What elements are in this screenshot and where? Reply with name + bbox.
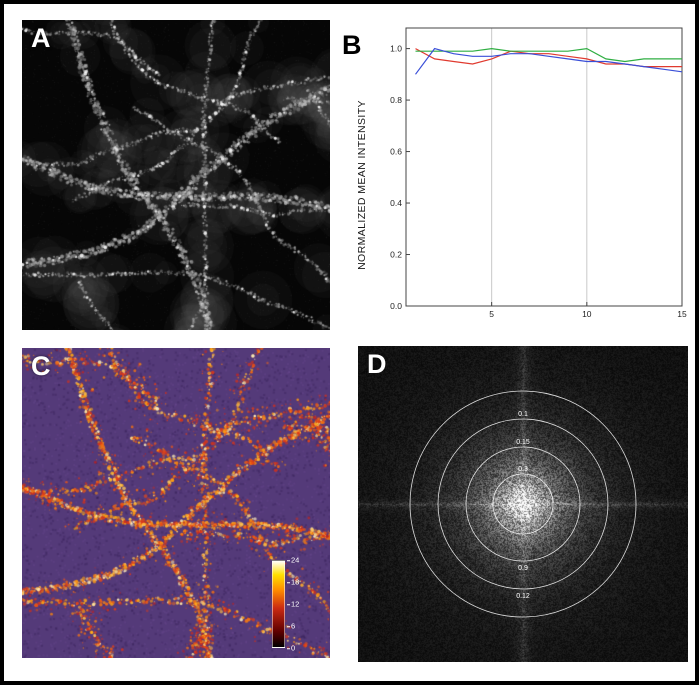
ring-label: 0.9 xyxy=(518,565,528,572)
y-axis-label: NORMALIZED MEAN INTENSITY xyxy=(356,99,368,270)
y-tick-label: 0.6 xyxy=(390,147,402,157)
panel-d: 0.1 0.12 0.15 0.9 0.3 D xyxy=(358,346,688,662)
panel-d-label: D xyxy=(367,349,387,379)
colorbar-tick-label: 6 xyxy=(287,622,295,630)
fft-power-spectrum-image xyxy=(358,346,688,662)
panel-c-label: C xyxy=(31,351,51,381)
colorbar-tick-labels: 24 18 12 6 0 xyxy=(287,556,313,651)
ring-label: 0.3 xyxy=(518,466,528,473)
y-tick-label: 0.0 xyxy=(390,301,402,311)
colorbar: 24 18 12 6 0 xyxy=(272,556,316,652)
fluorescence-microscopy-image xyxy=(22,20,330,330)
frequency-rings-overlay: 0.1 0.12 0.15 0.9 0.3 xyxy=(409,390,637,618)
ring-label: 0.1 xyxy=(518,411,528,418)
y-tick-label: 1.0 xyxy=(390,44,402,54)
panel-a: A xyxy=(22,20,330,330)
panel-a-label: A xyxy=(31,23,51,53)
series-blue xyxy=(415,47,683,75)
colorbar-tick-label: 12 xyxy=(287,600,299,608)
ring-label: 0.12 xyxy=(516,593,530,600)
x-tick-label: 15 xyxy=(677,309,687,319)
frequency-ring xyxy=(492,473,554,535)
x-tick-label: 5 xyxy=(489,309,494,319)
colorbar-tick-label: 0 xyxy=(287,644,295,652)
intensity-line-chart: 0.0 0.2 0.4 0.6 0.8 1.0 5 10 15 xyxy=(390,27,687,319)
ring-label: 0.15 xyxy=(516,439,530,446)
colorbar-gradient xyxy=(272,560,285,648)
panel-c: C 24 18 12 6 0 xyxy=(22,348,330,658)
series-green xyxy=(415,47,682,63)
y-tick-label: 0.8 xyxy=(390,95,402,105)
frequency-ring xyxy=(437,418,609,590)
y-tick-label: 0.4 xyxy=(390,198,402,208)
colorbar-tick-label: 18 xyxy=(287,578,299,586)
y-tick-label: 0.2 xyxy=(390,250,402,260)
plot-frame xyxy=(405,27,683,307)
frequency-ring xyxy=(409,390,637,618)
frequency-ring xyxy=(465,446,581,562)
x-tick-label: 10 xyxy=(582,309,592,319)
panel-b: B NORMALIZED MEAN INTENSITY 0.0 0.2 0.4 0.6… xyxy=(340,14,692,336)
colorbar-tick-label: 24 xyxy=(287,556,299,564)
panel-b-label: B xyxy=(342,30,362,60)
